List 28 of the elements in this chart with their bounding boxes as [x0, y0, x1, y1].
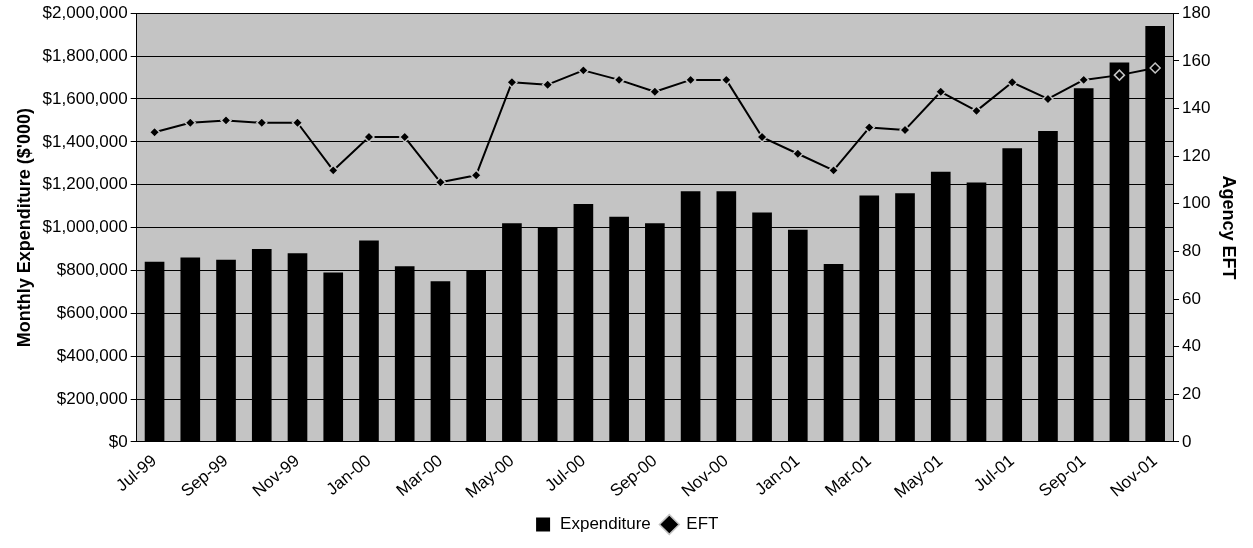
- y-tick-label: $1,400,000: [42, 131, 128, 151]
- y-tick-label: $0: [108, 431, 128, 451]
- legend-label: Expenditure: [560, 514, 651, 534]
- y2-tick-label: 120: [1182, 145, 1211, 165]
- y-axis-title: Monthly Expenditure ($'000): [13, 107, 34, 348]
- y-tick-label: $800,000: [56, 260, 128, 280]
- y2-tick-label: 180: [1182, 2, 1211, 22]
- y-tick-label: $400,000: [56, 345, 128, 365]
- y2-tick-label: 20: [1182, 383, 1201, 403]
- y-tick-label: $200,000: [56, 388, 128, 408]
- point: [470, 169, 482, 181]
- legend-label: EFT: [686, 514, 719, 534]
- point: [1113, 69, 1126, 81]
- y2-tick-label: 140: [1182, 98, 1211, 118]
- y-tick-label: $1,600,000: [42, 88, 128, 108]
- y2-axis-title: Agency EFT: [1219, 175, 1240, 280]
- y2-tick-label: 60: [1182, 288, 1201, 308]
- y-tick-label: $1,200,000: [42, 174, 128, 194]
- y-tick-label: $600,000: [56, 303, 128, 322]
- y-tick-label: $1,000,000: [42, 217, 128, 237]
- point: [1149, 62, 1161, 74]
- y2-tick-label: 80: [1182, 241, 1201, 261]
- y2-tick-label: 40: [1182, 336, 1201, 356]
- y-tick-label: $1,800,000: [42, 45, 128, 65]
- y-tick-label: $2,000,000: [42, 2, 128, 22]
- y2-tick-label: 0: [1182, 431, 1192, 451]
- y2-tick-label: 100: [1182, 193, 1211, 213]
- y2-tick-label: 160: [1182, 50, 1211, 70]
